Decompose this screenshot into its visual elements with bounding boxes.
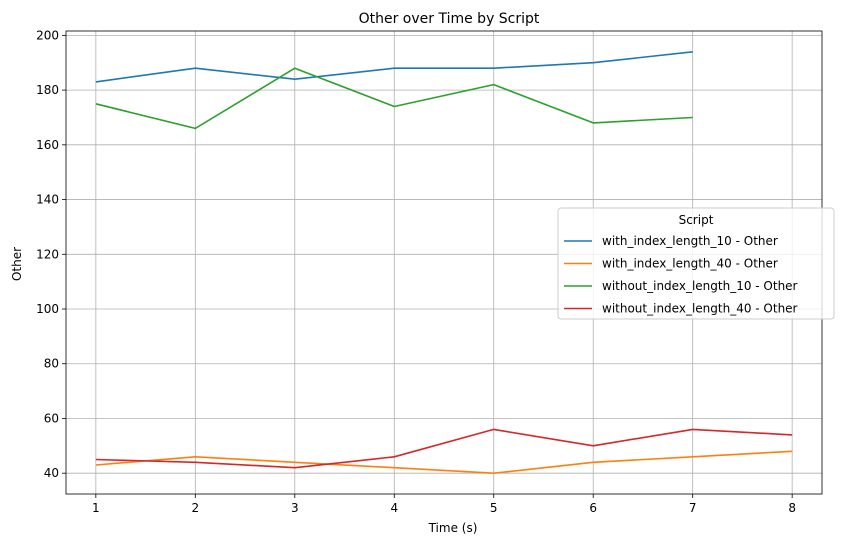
y-tick-label: 100 (36, 302, 59, 316)
legend-label-3: without_index_length_10 - Other (602, 279, 798, 293)
series-line-1 (95, 51, 693, 83)
chart-title: Other over Time by Script (359, 11, 540, 27)
legend-entries: with_index_length_10 - Other with_index_l… (564, 234, 798, 316)
y-tick-label: 80 (44, 357, 59, 371)
x-axis-label: Time (s) (428, 521, 478, 535)
x-tick-label: 6 (589, 501, 597, 515)
y-tick-label: 60 (44, 411, 59, 425)
legend-label-4: without_index_length_40 - Other (602, 302, 798, 316)
legend: Script with_index_length_10 - Otherwith_… (557, 207, 835, 320)
y-tick-label: 200 (36, 28, 59, 42)
series-line-4 (95, 428, 793, 469)
y-tick-label: 160 (36, 138, 59, 152)
x-tick-label: 3 (291, 501, 299, 515)
y-axis-label: Other (10, 247, 24, 281)
x-tick-label: 1 (92, 501, 100, 515)
y-tick-label: 120 (36, 247, 59, 261)
x-axis-ticks: 1 2 3 4 5 6 7 8 (92, 494, 796, 515)
legend-title: Script (679, 213, 714, 227)
x-tick-label: 5 (490, 501, 498, 515)
legend-label-2: with_index_length_40 - Other (602, 257, 778, 271)
legend-box (557, 207, 835, 320)
x-tick-label: 7 (689, 501, 697, 515)
y-tick-label: 40 (44, 466, 59, 480)
legend-label-1: with_index_length_10 - Other (602, 234, 778, 248)
series-line-3 (95, 67, 693, 130)
series-layer (95, 51, 793, 475)
x-tick-label: 4 (390, 501, 398, 515)
series-line-2 (95, 450, 793, 475)
x-tick-label: 8 (788, 501, 796, 515)
y-tick-label: 180 (36, 83, 59, 97)
x-tick-label: 2 (191, 501, 199, 515)
y-tick-label: 140 (36, 193, 59, 207)
y-axis-ticks: 40 60 80 100 120 140 160 180 200 (36, 28, 66, 480)
